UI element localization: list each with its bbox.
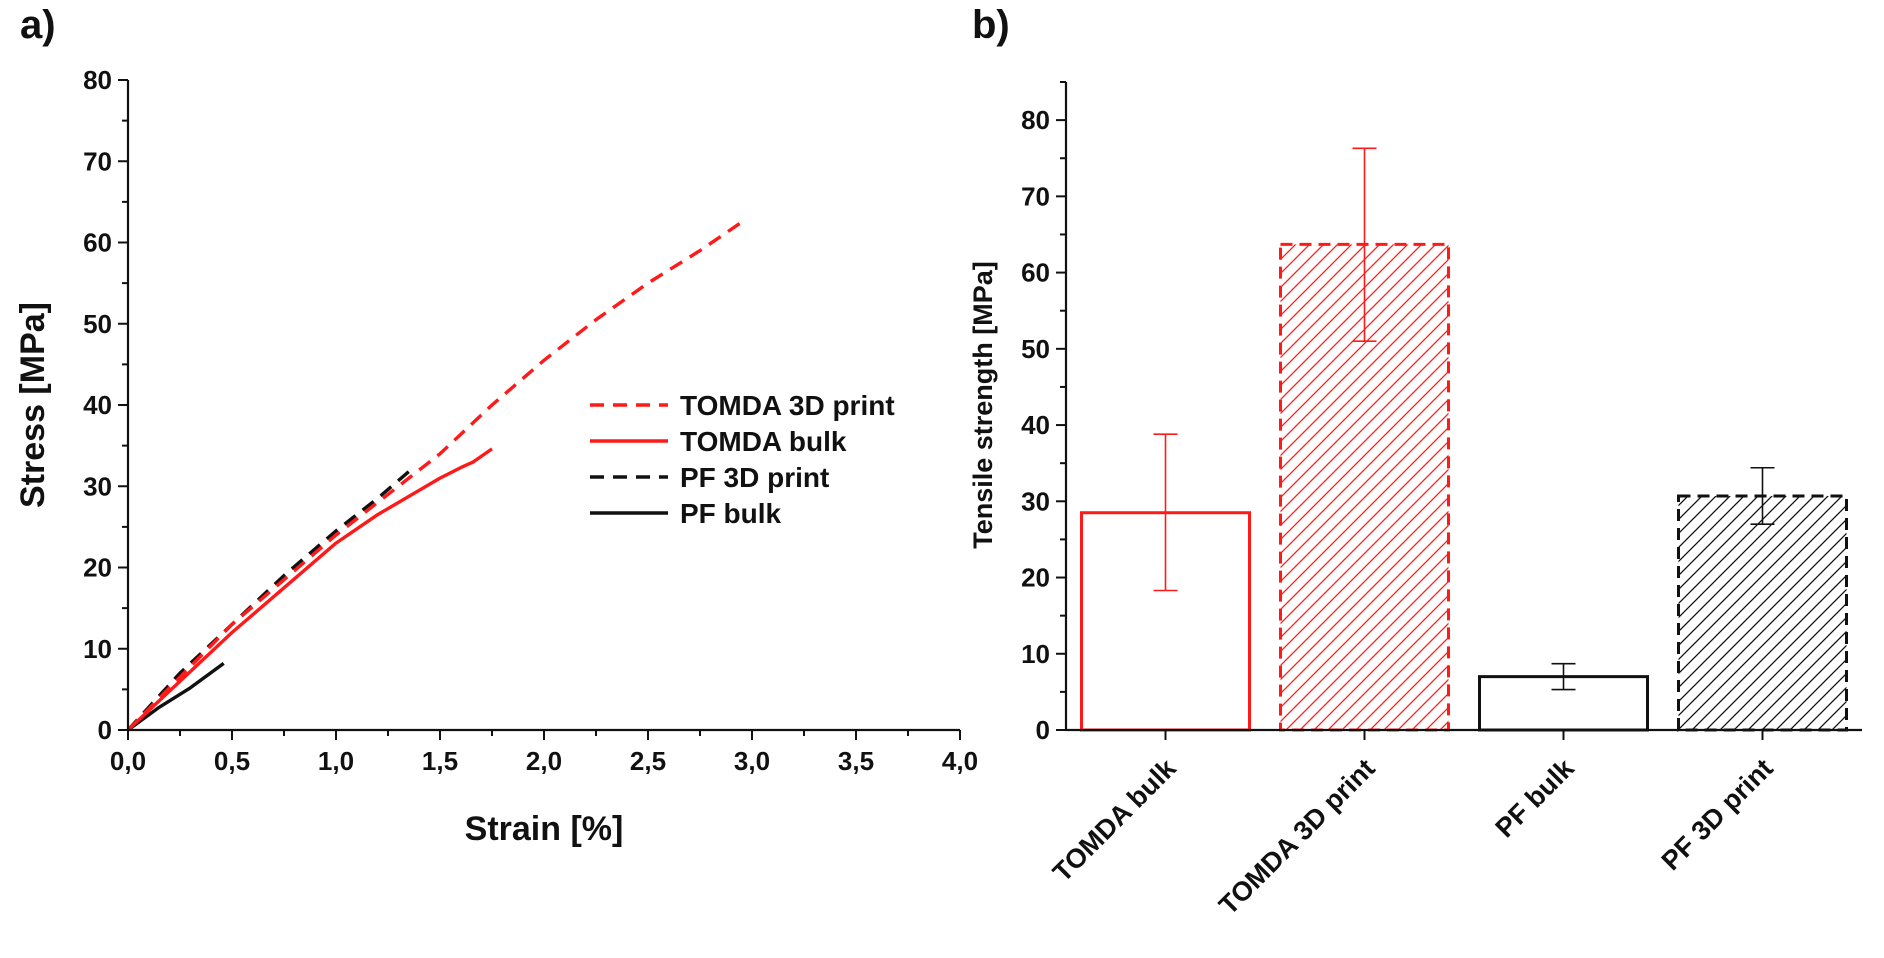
a-series-line-tomda-3d-print <box>126 220 743 732</box>
a-y-tick-label: 80 <box>83 65 112 95</box>
bar-pf-3d-print <box>1677 494 1848 732</box>
b-category-labels: TOMDA bulk TOMDA 3D print PF bulk PF 3D pri… <box>1047 752 1779 920</box>
b-category-label: TOMDA bulk <box>1047 752 1182 887</box>
stress-strain-chart: 0,0 0,5 1,0 1,5 2,0 2,5 3,0 3,5 4,0 0 10 20 30 40 50 60… <box>14 65 978 848</box>
a-y-tick-label: 40 <box>83 390 112 420</box>
panel-a-label: a) <box>20 3 56 47</box>
a-y-tick-label: 30 <box>83 471 112 501</box>
b-category-label: PF bulk <box>1490 752 1581 843</box>
b-y-tick-label: 10 <box>1021 639 1050 669</box>
a-x-tick-label: 3,5 <box>838 746 874 776</box>
a-y-tick-label: 60 <box>83 228 112 258</box>
b-y-tick-label: 80 <box>1021 105 1050 135</box>
a-y-tick-label: 70 <box>83 146 112 176</box>
tensile-strength-chart: 0 10 20 30 40 50 60 70 80 Tensile strength [MPa]… <box>968 81 1862 921</box>
b-y-tick-label: 0 <box>1036 715 1050 745</box>
b-bars <box>1080 147 1848 740</box>
a-x-tick-label: 1,0 <box>318 746 354 776</box>
a-x-tick-label: 1,5 <box>422 746 458 776</box>
a-x-tick-label: 0,5 <box>214 746 250 776</box>
panel-b-label: b) <box>972 3 1010 47</box>
b-y-tick-label: 60 <box>1021 258 1050 288</box>
a-legend-label: PF bulk <box>680 498 782 529</box>
a-y-tick-label: 0 <box>98 715 112 745</box>
a-y-tick-label: 50 <box>83 309 112 339</box>
error-bar-tomda-bulk <box>1153 433 1178 592</box>
a-x-tick-label: 3,0 <box>734 746 770 776</box>
b-y-tick-label: 30 <box>1021 486 1050 516</box>
a-series-line-tomda-bulk <box>126 447 493 732</box>
a-x-tick-label: 4,0 <box>942 746 978 776</box>
a-x-tick-label: 2,5 <box>630 746 666 776</box>
a-y-tick-label: 20 <box>83 553 112 583</box>
a-legend-label: TOMDA bulk <box>680 426 847 457</box>
a-series-lines <box>126 220 743 732</box>
b-y-tick-label: 20 <box>1021 563 1050 593</box>
a-x-axis-title: Strain [%] <box>465 810 624 848</box>
a-series-line-pf-3d-print <box>126 470 410 732</box>
error-bar-pf-3d-print <box>1750 466 1775 525</box>
error-bar-pf-bulk <box>1551 662 1576 691</box>
a-legend-label: TOMDA 3D print <box>680 390 895 421</box>
a-legend-label: PF 3D print <box>680 462 829 493</box>
error-bar-tomda-3d-print <box>1352 147 1377 343</box>
b-y-tick-label: 50 <box>1021 334 1050 364</box>
a-series-line-pf-bulk <box>126 662 225 732</box>
a-y-tick-label: 10 <box>83 634 112 664</box>
b-category-label: TOMDA 3D print <box>1213 753 1381 921</box>
b-y-tick-label: 70 <box>1021 181 1050 211</box>
a-x-tick-label: 0,0 <box>110 746 146 776</box>
a-ticks: 0,0 0,5 1,0 1,5 2,0 2,5 3,0 3,5 4,0 0 10 20 30 40 50 60… <box>83 65 978 776</box>
a-legend: TOMDA 3D print TOMDA bulk PF 3D print PF bu… <box>590 390 895 529</box>
b-category-label: PF 3D print <box>1656 753 1779 876</box>
a-x-tick-label: 2,0 <box>526 746 562 776</box>
b-ticks: 0 10 20 30 40 50 60 70 80 <box>1021 81 1066 745</box>
a-y-axis-title: Stress [MPa] <box>14 302 52 508</box>
b-y-tick-label: 40 <box>1021 410 1050 440</box>
b-y-axis-title: Tensile strength [MPa] <box>968 261 998 549</box>
